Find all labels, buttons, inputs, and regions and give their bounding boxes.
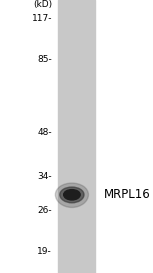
Text: 85-: 85- [37, 55, 52, 64]
Ellipse shape [64, 190, 80, 200]
Ellipse shape [60, 187, 84, 203]
Ellipse shape [55, 183, 88, 207]
Text: 48-: 48- [37, 128, 52, 137]
Text: 34-: 34- [37, 172, 52, 181]
Text: (kD): (kD) [33, 0, 52, 9]
Text: 26-: 26- [37, 206, 52, 215]
Text: 19-: 19- [37, 247, 52, 256]
Text: MRPL16: MRPL16 [104, 188, 151, 201]
Text: 117-: 117- [32, 14, 52, 23]
